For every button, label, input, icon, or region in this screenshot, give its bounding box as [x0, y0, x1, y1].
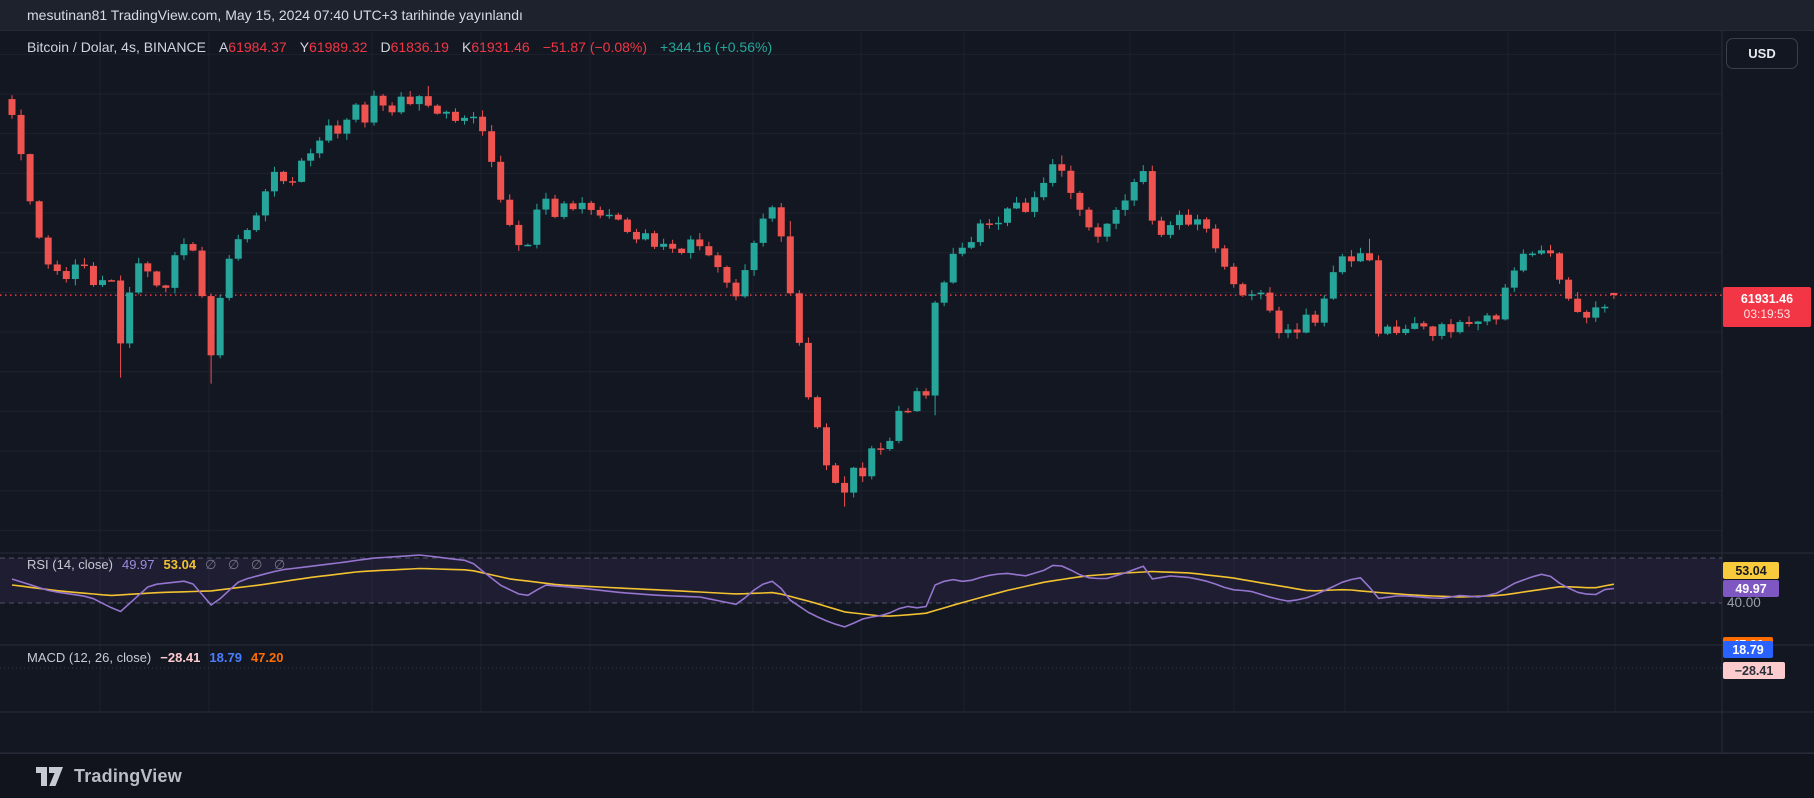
rsi-empty-values: ∅ ∅ ∅ ∅: [205, 557, 290, 572]
macd-axis-label: 18.79: [1723, 641, 1773, 658]
bar-countdown: 03:19:53: [1743, 307, 1791, 322]
rsi-title: RSI (14, close): [27, 557, 113, 572]
ohlc-low: D61836.19: [380, 39, 449, 55]
attribution-text: mesutinan81 TradingView.com, May 15, 202…: [27, 7, 523, 23]
current-price-label: 61931.46 03:19:53: [1723, 287, 1811, 327]
rsi-value: 49.97: [121, 557, 155, 572]
rsi-ma-axis-label: 53.04: [1723, 562, 1779, 579]
currency-button[interactable]: USD: [1726, 38, 1798, 69]
symbol-legend: Bitcoin / Dolar, 4s, BINANCE A61984.37 Y…: [27, 39, 772, 55]
macd-signal-value: 47.20: [250, 650, 284, 665]
rsi-level-label: 40.00: [1727, 595, 1761, 610]
rsi-axis-label: 49.97: [1723, 580, 1779, 597]
macd-title: MACD (12, 26, close): [27, 650, 152, 665]
macd-header: MACD (12, 26, close) −28.41 18.79 47.20: [27, 650, 283, 665]
ohlc-open: A61984.37: [218, 39, 287, 55]
rsi-header: RSI (14, close) 49.97 53.04 ∅ ∅ ∅ ∅: [27, 557, 289, 573]
ohlc-high: Y61989.32: [299, 39, 368, 55]
symbol-title: Bitcoin / Dolar, 4s, BINANCE: [27, 39, 206, 55]
footer-bar: TradingView: [0, 753, 1814, 798]
rsi-ma-value: 53.04: [163, 557, 197, 572]
macd-hist-axis-label: −28.41: [1723, 662, 1785, 679]
time-axis[interactable]: [0, 712, 1722, 753]
price-change-secondary: +344.16 (+0.56%): [660, 39, 773, 55]
tradingview-logo[interactable]: TradingView: [36, 766, 182, 787]
tradingview-brand-text: TradingView: [74, 766, 182, 786]
ohlc-close: K61931.46: [461, 39, 530, 55]
macd-hist-value: −28.41: [160, 650, 201, 665]
attribution-bar: mesutinan81 TradingView.com, May 15, 202…: [0, 0, 1814, 31]
tradingview-logo-icon: [36, 766, 63, 786]
macd-line-value: 18.79: [209, 650, 242, 665]
price-change: −51.87 (−0.08%): [542, 39, 648, 55]
